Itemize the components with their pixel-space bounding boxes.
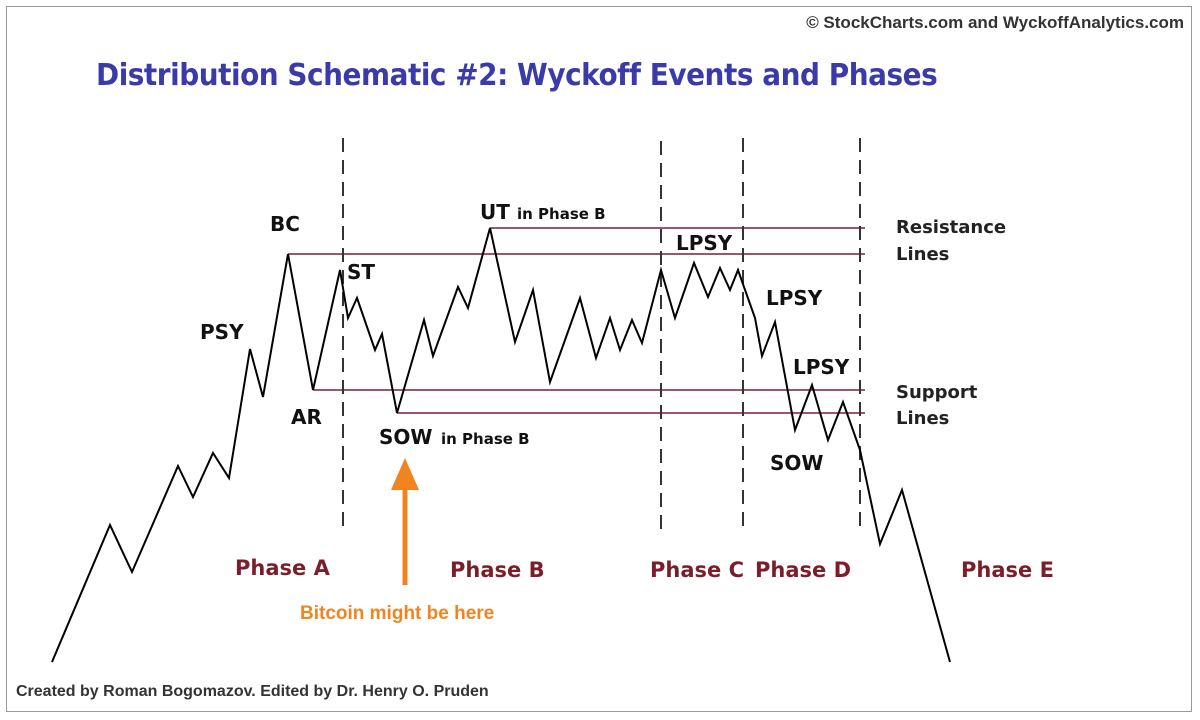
label-ut-suffix: in Phase B: [517, 205, 606, 223]
legend-resistance-lines: Lines: [896, 244, 949, 265]
phase-a-label: Phase A: [235, 556, 331, 580]
level-lines: [288, 227, 865, 414]
label-sow-suffix: in Phase B: [441, 430, 530, 448]
phase-e-label: Phase E: [961, 558, 1054, 582]
price-path: [51, 227, 951, 663]
image-frame: [6, 6, 1192, 712]
label-sow-phase-b: SOW: [379, 425, 432, 449]
legend-resistance: Resistance: [896, 217, 1006, 238]
label-ut: UT: [480, 200, 510, 224]
label-lpsy-phase-c: LPSY: [676, 231, 733, 255]
phase-b-label: Phase B: [450, 558, 545, 582]
label-st: ST: [347, 260, 375, 284]
legend-support: Support: [896, 382, 978, 403]
arrow-up-icon: [391, 458, 419, 585]
label-psy: PSY: [200, 320, 244, 344]
diagram-title: Distribution Schematic #2: Wyckoff Event…: [96, 58, 938, 93]
credit-text: Created by Roman Bogomazov. Edited by Dr…: [16, 683, 489, 700]
phase-c-label: Phase C: [650, 558, 744, 582]
phase-d-label: Phase D: [755, 558, 851, 582]
label-lpsy-phase-d-1: LPSY: [766, 286, 823, 310]
bitcoin-note: Bitcoin might be here: [300, 603, 494, 624]
label-bc: BC: [270, 212, 300, 236]
label-lpsy-phase-d-2: LPSY: [793, 355, 850, 379]
label-sow-phase-d: SOW: [770, 451, 823, 475]
legend-support-lines: Lines: [896, 408, 949, 429]
copyright-text: © StockCharts.com and WyckoffAnalytics.c…: [806, 13, 1184, 32]
label-ar: AR: [291, 405, 322, 429]
